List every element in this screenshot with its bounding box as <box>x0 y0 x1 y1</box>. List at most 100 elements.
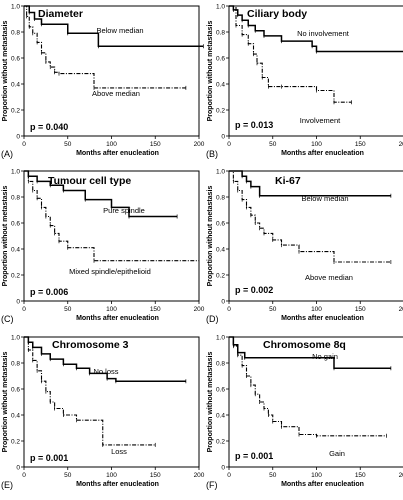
panel-title: Ki-67 <box>275 175 301 187</box>
series-label: Above median <box>305 273 353 282</box>
y-axis-title: Proportion without metastasis <box>207 352 214 453</box>
survival-curve-solid <box>24 170 178 218</box>
p-value: p = 0.006 <box>30 287 68 297</box>
series-label: No loss <box>93 367 118 376</box>
y-tick-label: 1.0 <box>216 334 225 341</box>
x-tick-label: 100 <box>311 306 322 313</box>
y-tick-label: 0.8 <box>11 194 20 201</box>
survival-curve-dashdot <box>24 170 199 262</box>
x-tick-label: 150 <box>355 306 366 313</box>
y-tick-label: 0.2 <box>216 272 225 279</box>
y-tick-label: 0 <box>221 133 225 140</box>
y-tick-label: 0.4 <box>11 412 20 419</box>
y-tick-label: 0.8 <box>11 29 20 36</box>
y-tick-label: 0.8 <box>216 194 225 201</box>
y-tick-label: 0.6 <box>216 386 225 393</box>
y-tick-label: 0.4 <box>216 81 225 88</box>
y-tick-label: 0.6 <box>11 55 20 62</box>
y-tick-label: 0.2 <box>11 272 20 279</box>
x-tick-label: 50 <box>64 306 72 313</box>
x-tick-label: 150 <box>355 472 366 479</box>
x-tick-label: 100 <box>311 472 322 479</box>
x-tick-label: 0 <box>227 306 231 313</box>
y-tick-label: 0.4 <box>216 412 225 419</box>
x-tick-label: 200 <box>194 306 205 313</box>
x-tick-label: 0 <box>22 306 26 313</box>
x-tick-label: 150 <box>150 306 161 313</box>
x-tick-label: 0 <box>227 472 231 479</box>
y-tick-label: 1.0 <box>11 168 20 175</box>
series-label: Below median <box>96 26 143 35</box>
panel-1: 0 0.2 0.4 0.6 0.8 1.0 0 50 100 150 200 Months after… <box>206 3 403 159</box>
panel-title: Ciliary body <box>247 8 307 20</box>
x-tick-label: 100 <box>311 141 322 148</box>
panel-title: Diameter <box>38 8 83 20</box>
y-axis-title: Proportion without metastasis <box>2 352 9 453</box>
p-value: p = 0.002 <box>235 285 273 295</box>
x-tick-label: 150 <box>150 141 161 148</box>
x-axis-title: Months after enucleation <box>281 315 364 322</box>
p-value: p = 0.040 <box>30 122 68 132</box>
y-tick-label: 0.2 <box>216 107 225 114</box>
y-tick-label: 0.6 <box>11 220 20 227</box>
x-tick-label: 50 <box>269 141 277 148</box>
y-axis-title: Proportion without metastasis <box>2 186 9 287</box>
p-value: p = 0.001 <box>30 453 68 463</box>
x-axis-title: Months after enucleation <box>281 150 364 157</box>
panel-title: Chromosome 8q <box>263 339 346 351</box>
x-axis-title: Months after enucleation <box>76 150 159 157</box>
x-tick-label: 50 <box>64 141 72 148</box>
x-tick-label: 100 <box>106 472 117 479</box>
panel-4: 0 0.2 0.4 0.6 0.8 1.0 0 50 100 150 200 Months after… <box>1 334 205 490</box>
panel-2: 0 0.2 0.4 0.6 0.8 1.0 0 50 100 150 200 Months after… <box>1 168 205 324</box>
y-tick-label: 0.6 <box>11 386 20 393</box>
survival-curve-dashdot <box>229 336 387 437</box>
series-label: No involvement <box>297 29 350 38</box>
panel-letter: (E) <box>1 480 13 490</box>
panel-3: 0 0.2 0.4 0.6 0.8 1.0 0 50 100 150 200 Months after… <box>206 168 403 324</box>
y-tick-label: 0.4 <box>11 81 20 88</box>
panel-letter: (F) <box>206 480 218 490</box>
y-tick-label: 1.0 <box>11 334 20 341</box>
x-tick-label: 50 <box>269 472 277 479</box>
panel-letter: (D) <box>206 314 219 324</box>
x-tick-label: 0 <box>22 472 26 479</box>
survival-curve-dashdot <box>229 170 391 263</box>
series-label: Pure spindle <box>103 206 145 215</box>
panel-title: Tumour cell type <box>48 175 131 187</box>
y-tick-label: 0 <box>16 464 20 471</box>
series-label: Loss <box>111 447 127 456</box>
series-label: Gain <box>329 449 345 458</box>
y-tick-label: 0.8 <box>216 360 225 367</box>
y-tick-label: 0.8 <box>11 360 20 367</box>
x-tick-label: 200 <box>194 472 205 479</box>
x-tick-label: 50 <box>269 306 277 313</box>
y-tick-label: 0.6 <box>216 55 225 62</box>
x-tick-label: 150 <box>355 141 366 148</box>
y-tick-label: 0.2 <box>11 438 20 445</box>
panel-letter: (C) <box>1 314 14 324</box>
y-tick-label: 1.0 <box>11 3 20 10</box>
y-tick-label: 0.6 <box>216 220 225 227</box>
x-tick-label: 0 <box>22 141 26 148</box>
x-tick-label: 200 <box>399 141 403 148</box>
y-axis-title: Proportion without metastasis <box>2 21 9 122</box>
panel-5: 0 0.2 0.4 0.6 0.8 1.0 0 50 100 150 200 Months after… <box>206 334 403 490</box>
x-tick-label: 200 <box>399 306 403 313</box>
y-axis-title: Proportion without metastasis <box>207 21 214 122</box>
p-value: p = 0.001 <box>235 451 273 461</box>
x-axis-title: Months after enucleation <box>76 315 159 322</box>
plot-frame <box>23 170 200 302</box>
x-tick-label: 0 <box>227 141 231 148</box>
y-tick-label: 1.0 <box>216 168 225 175</box>
x-tick-label: 100 <box>106 306 117 313</box>
y-tick-label: 0 <box>16 133 20 140</box>
x-axis-title: Months after enucleation <box>281 481 364 488</box>
y-tick-label: 0 <box>221 298 225 305</box>
panel-letter: (B) <box>206 149 218 159</box>
y-tick-label: 0.2 <box>216 438 225 445</box>
series-label: Involvement <box>300 116 341 125</box>
y-tick-label: 0.2 <box>11 107 20 114</box>
series-label: No gain <box>312 352 338 361</box>
x-tick-label: 200 <box>399 472 403 479</box>
